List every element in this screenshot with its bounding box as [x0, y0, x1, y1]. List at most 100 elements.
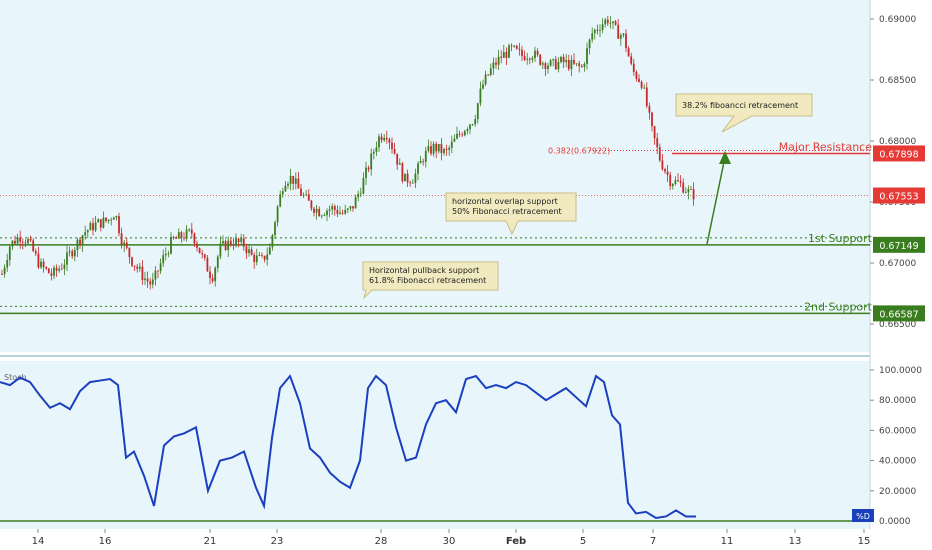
time-tick-label-3: 23 — [271, 536, 284, 547]
candle-body-229 — [596, 29, 599, 31]
candle-body-127 — [331, 206, 334, 210]
candle-body-255 — [664, 169, 666, 172]
level-lines — [0, 152, 870, 315]
fib-level-label: 0.382(0.67922) — [548, 147, 610, 156]
candle-body-74 — [193, 233, 196, 244]
candle-body-91 — [237, 238, 240, 243]
candle-body-93 — [242, 238, 245, 247]
candle-body-126 — [328, 209, 331, 211]
candle-body-157 — [409, 182, 412, 184]
candle-body-129 — [336, 209, 339, 214]
candle-body-3 — [8, 246, 11, 261]
candle-body-112 — [292, 175, 295, 184]
candle-body-48 — [125, 242, 128, 248]
candle-body-171 — [445, 149, 448, 150]
time-tick-label-7: 5 — [580, 536, 586, 547]
candle-body-218 — [567, 60, 570, 70]
candle-body-165 — [430, 146, 432, 154]
candle-body-213 — [554, 59, 557, 70]
candle-body-158 — [411, 182, 414, 184]
candle-body-118 — [307, 194, 310, 201]
candle-body-97 — [253, 254, 256, 263]
candle-body-92 — [240, 238, 243, 243]
candle-body-226 — [588, 39, 591, 49]
candle-body-156 — [406, 173, 409, 183]
candle-body-15 — [40, 261, 42, 268]
candle-body-135 — [352, 206, 354, 209]
candle-body-88 — [229, 240, 232, 245]
candle-body-0 — [1, 273, 3, 275]
projection-arrow — [706, 156, 726, 245]
candle-body-266 — [692, 189, 695, 200]
candle-body-264 — [687, 189, 690, 193]
candle-body-47 — [123, 242, 126, 246]
candle-body-90 — [235, 238, 237, 246]
candle-body-193 — [502, 51, 505, 58]
candle-body-152 — [396, 153, 399, 165]
candle-body-247 — [643, 87, 646, 89]
candle-body-132 — [344, 209, 347, 214]
candle-body-206 — [536, 50, 539, 55]
candle-body-25 — [66, 252, 68, 265]
candle-body-249 — [648, 106, 651, 113]
candle-body-195 — [508, 45, 510, 58]
level-name-3: 2nd Support — [804, 300, 873, 313]
candle-body-210 — [547, 65, 549, 70]
candle-body-101 — [263, 255, 266, 260]
stoch-tick-label-0: 100.0000 — [879, 366, 922, 376]
candle-body-257 — [669, 174, 672, 187]
candle-body-250 — [651, 112, 653, 127]
candle-body-137 — [357, 193, 360, 198]
candle-body-119 — [310, 200, 313, 209]
callout-pullback-support-text: Horizontal pullback support 61.8% Fibonac… — [369, 266, 486, 285]
candle-body-70 — [183, 237, 185, 239]
candle-body-111 — [289, 175, 292, 184]
time-tick-label-9: 11 — [721, 536, 734, 547]
candle-body-222 — [578, 63, 581, 67]
candle-body-77 — [201, 253, 204, 255]
stoch-tick-label-4: 20.0000 — [879, 487, 916, 497]
candle-body-194 — [505, 51, 508, 58]
candle-body-144 — [375, 147, 378, 152]
candle-body-108 — [281, 191, 284, 195]
candle-body-22 — [58, 268, 61, 271]
candle-body-113 — [294, 178, 297, 184]
candle-body-9 — [24, 242, 27, 244]
price-tick-label-5: 0.66500 — [879, 320, 916, 330]
candle-body-120 — [313, 208, 315, 213]
candle-body-67 — [175, 238, 178, 239]
candle-body-205 — [534, 50, 536, 59]
candle-body-143 — [372, 151, 375, 154]
candle-body-99 — [258, 255, 261, 256]
candle-body-54 — [141, 266, 144, 280]
candle-body-252 — [656, 138, 659, 148]
price-tick-label-2: 0.68000 — [879, 137, 916, 147]
candle-body-49 — [128, 247, 131, 258]
candle-body-71 — [185, 229, 188, 239]
candle-body-14 — [37, 253, 40, 268]
candle-body-8 — [21, 241, 24, 243]
time-tick-label-2: 21 — [204, 536, 217, 547]
time-tick-label-5: 30 — [443, 536, 456, 547]
candle-body-234 — [609, 23, 612, 24]
candle-body-103 — [268, 247, 271, 255]
candle-body-142 — [370, 153, 373, 170]
candle-body-136 — [354, 197, 357, 209]
candle-body-30 — [79, 239, 81, 245]
candle-body-169 — [440, 144, 443, 154]
candle-body-174 — [453, 138, 456, 142]
callout-fib-38-text: 38.2% fiboancci retracement — [682, 101, 798, 110]
candle-body-107 — [279, 194, 282, 207]
candle-body-190 — [495, 62, 497, 65]
candle-body-184 — [479, 88, 482, 104]
candle-body-61 — [159, 263, 162, 272]
candle-body-28 — [73, 250, 76, 257]
candle-body-188 — [489, 68, 492, 75]
candle-body-161 — [419, 161, 422, 164]
stoch-series-label: %D — [856, 512, 870, 521]
candle-body-246 — [640, 81, 643, 88]
candle-body-185 — [482, 84, 484, 89]
candle-body-200 — [521, 49, 523, 56]
time-tick-label-1: 16 — [99, 536, 112, 547]
candle-body-179 — [466, 129, 469, 131]
